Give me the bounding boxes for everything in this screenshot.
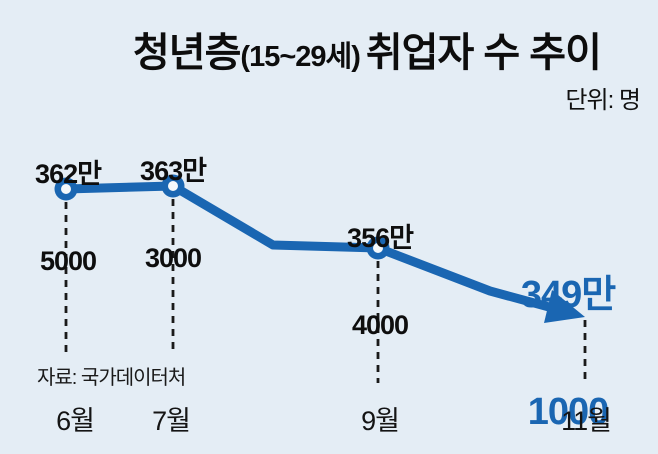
source-label: 자료: 국가데이터처 — [37, 367, 186, 389]
data-point-marker-jun — [54, 177, 78, 201]
value-label-jun: 362만 5000 — [35, 102, 102, 334]
value-label-sep-line2: 4000 — [351, 310, 409, 340]
axis-label-nov: 11월 — [561, 406, 612, 436]
trend-line — [61, 181, 554, 312]
data-point-marker-jul — [161, 174, 185, 198]
title-main: 청년층 — [133, 31, 241, 75]
value-label-nov-line1: 349만 — [520, 274, 616, 316]
value-label-jul-line2: 3000 — [144, 243, 202, 273]
value-label-sep-line1: 356만 — [347, 223, 414, 253]
trend-arrowhead-icon — [544, 290, 585, 323]
data-point-marker-sep — [366, 236, 390, 260]
value-label-jun-line1: 362만 — [35, 159, 102, 189]
value-label-jul: 363만 3000 — [140, 99, 207, 331]
axis-label-jun: 6월 — [56, 406, 95, 436]
axis-label-jul: 7월 — [152, 406, 191, 436]
value-label-nov-line2: 1000 — [527, 391, 610, 433]
page-title: 청년층(15~29세) 취업자 수 추이 — [133, 20, 602, 78]
title-rest: 취업자 수 추이 — [365, 31, 602, 75]
value-label-jul-line1: 363만 — [140, 156, 207, 186]
axis-label-sep: 9월 — [361, 406, 400, 436]
value-label-jun-line2: 5000 — [39, 246, 97, 276]
unit-label: 단위: 명 — [565, 87, 641, 114]
value-label-nov: 349만 1000 — [520, 198, 616, 454]
title-age-range: (15~29세) — [240, 41, 360, 73]
value-label-sep: 356만 4000 — [347, 166, 414, 398]
